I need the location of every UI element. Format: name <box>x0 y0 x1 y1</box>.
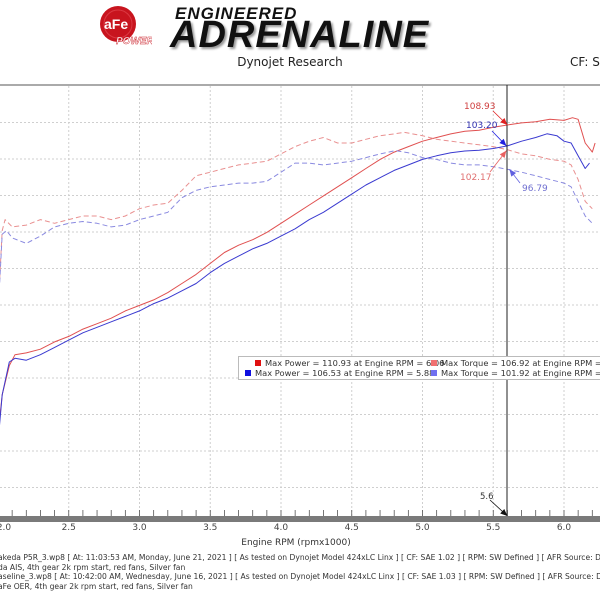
legend-swatch-run2-power <box>245 370 251 376</box>
legend-item-run1-torque: Max Torque = 106.92 at Engine RPM = 4.87 <box>431 358 600 368</box>
x-tick-label: 4.0 <box>273 523 289 533</box>
cursor-value-run1-torque: 102.17 <box>460 173 492 183</box>
legend-swatch-run2-torque <box>431 370 437 376</box>
logo-text: aFe <box>104 16 128 32</box>
run1-file-info: akeda P5R_3.wp8 [ At: 11:03:53 AM, Monda… <box>0 553 600 562</box>
cursor-value-run2-power: 103.20 <box>466 121 498 131</box>
chart-title: Dynojet Research <box>237 55 343 69</box>
x-tick-label: 5.5 <box>486 523 501 533</box>
series-line-1 <box>0 117 596 421</box>
cursor-markers <box>489 110 521 517</box>
series-line-2 <box>0 131 593 283</box>
legend-swatch-run1-torque <box>431 360 437 366</box>
x-tick-label: 2.0 <box>0 523 12 533</box>
x-axis-label: Engine RPM (rpmx1000) <box>241 538 351 548</box>
x-tick-label: 2.5 <box>61 523 76 533</box>
x-axis-bar <box>0 516 600 522</box>
cursor-rpm-label: 5.6 <box>480 492 494 502</box>
grid-lines <box>0 86 600 516</box>
afe-power-logo: aFe POWER <box>100 6 152 47</box>
x-tick-label: 5.0 <box>415 523 430 533</box>
x-tick-label: 6.0 <box>556 523 572 533</box>
legend-row-run1: Max Power = 110.93 at Engine RPM = 6.06 … <box>239 357 600 368</box>
run2-description: aFe OER, 4th gear 2k rpm start, red fans… <box>0 581 193 591</box>
legend-item-run2-power: Max Power = 106.53 at Engine RPM = 5.88 <box>245 368 434 378</box>
cursor-value-run2-torque: 96.79 <box>522 184 548 194</box>
x-axis-ticks <box>11 510 593 516</box>
arrow-cursor-rpm <box>500 509 508 516</box>
legend-row-run2: Max Power = 106.53 at Engine RPM = 5.88 … <box>239 368 600 379</box>
series-line-3 <box>0 133 590 426</box>
arrow-run2-power <box>499 138 507 146</box>
arrow-run2-torque <box>509 169 517 177</box>
correction-factor-label: CF: SA <box>570 55 600 69</box>
run2-file-info: aseline_3.wp8 [ At: 10:42:00 AM, Wednesd… <box>0 572 600 582</box>
legend-swatch-run1-power <box>255 360 261 366</box>
curves <box>0 117 596 426</box>
x-tick-label: 4.5 <box>344 523 359 533</box>
run1-description: da AIS, 4th gear 2k rpm start, red fans,… <box>0 562 186 572</box>
legend-item-run2-torque: Max Torque = 101.92 at Engine RPM = 4.81 <box>431 368 600 378</box>
brand-adrenaline: ADRENALINE <box>170 14 430 56</box>
brand-engineered: ENGINEERED <box>175 4 298 23</box>
x-tick-label: 3.0 <box>132 523 147 533</box>
legend-box: Max Power = 110.93 at Engine RPM = 6.06 … <box>238 356 600 380</box>
arrow-run1-torque <box>499 150 507 159</box>
cursor-value-run1-power: 108.93 <box>464 102 496 112</box>
logo-sub: POWER <box>116 36 152 47</box>
arrow-run1-power <box>500 117 508 125</box>
legend-item-run1-power: Max Power = 110.93 at Engine RPM = 6.06 <box>255 358 444 368</box>
run-notes: akeda P5R_3.wp8 [ At: 11:03:53 AM, Monda… <box>0 553 600 591</box>
series-line-4 <box>0 150 593 286</box>
x-tick-label: 3.5 <box>203 523 218 533</box>
